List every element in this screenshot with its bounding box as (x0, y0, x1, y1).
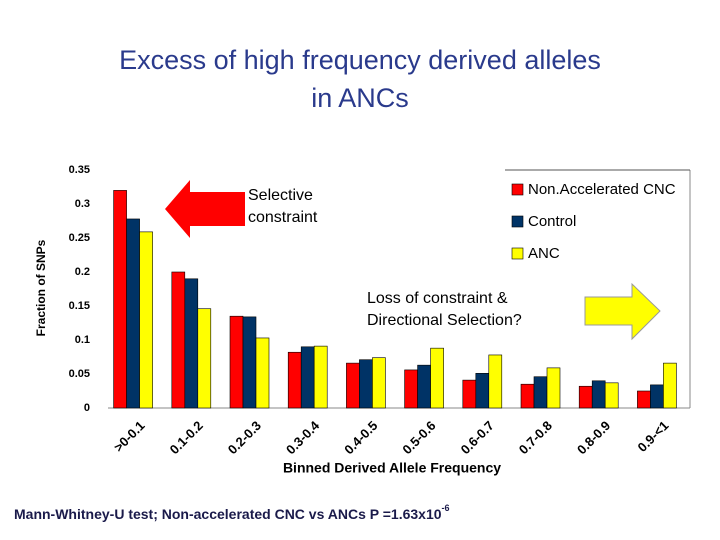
bar (139, 231, 153, 409)
bar (488, 354, 503, 409)
y-tick-label: 0.3 (75, 198, 90, 210)
x-tick-label: 0.2-0.3 (225, 418, 264, 457)
bar (113, 190, 127, 409)
annotation: Loss of constraint & (367, 290, 508, 307)
y-axis-label: Fraction of SNPs (34, 239, 48, 336)
x-tick-label: 0.3-0.4 (283, 417, 323, 457)
bar (184, 278, 199, 409)
y-tick-label: 0.05 (69, 368, 90, 380)
annotation: Selective (248, 187, 313, 204)
y-tick-label: 0.1 (75, 334, 90, 346)
y-tick-label: 0.35 (69, 164, 90, 176)
bar (372, 357, 386, 409)
bar (255, 337, 270, 409)
legend-swatch (511, 247, 524, 260)
y-tick-label: 0.15 (69, 300, 90, 312)
bar (462, 379, 477, 409)
bar (404, 369, 418, 409)
x-tick-label: 0.6-0.7 (458, 418, 497, 457)
y-tick-label: 0 (84, 402, 90, 414)
bar (229, 315, 244, 409)
x-tick-label: 0.1-0.2 (167, 418, 206, 457)
bar (126, 218, 140, 409)
bar (546, 367, 561, 409)
bar (520, 383, 535, 409)
y-tick-label: 0.2 (75, 266, 90, 278)
x-tick-label: 0.9-<1 (635, 418, 672, 455)
bar (313, 345, 328, 409)
right-arrow (584, 282, 661, 341)
x-axis-label: Binned Derived Allele Frequency (283, 460, 501, 476)
x-tick-label: >0-0.1 (111, 418, 148, 455)
bar (417, 364, 431, 409)
legend-label: Control (528, 213, 576, 230)
bar (475, 373, 490, 409)
footnote-text: Mann-Whitney-U test; Non-accelerated CNC… (14, 506, 442, 522)
y-tick-label: 0.25 (69, 232, 90, 244)
bar (591, 380, 606, 409)
footnote-superscript: -6 (442, 503, 450, 513)
bar (604, 382, 619, 409)
bar (242, 316, 257, 409)
left-arrow (165, 180, 245, 238)
bar (171, 271, 186, 409)
legend-label: ANC (528, 245, 560, 262)
bar (287, 351, 302, 409)
bar (637, 390, 651, 409)
title-line: Excess of high frequency derived alleles (119, 45, 601, 75)
annotation: constraint (248, 209, 318, 226)
bar (346, 362, 360, 409)
bar (300, 346, 315, 409)
legend-swatch (511, 215, 524, 228)
title-line: in ANCs (311, 83, 409, 113)
bar (578, 385, 593, 409)
bar (533, 376, 548, 409)
x-tick-label: 0.5-0.6 (399, 418, 438, 457)
bar (197, 308, 212, 409)
bar (663, 362, 677, 409)
bar (430, 347, 444, 409)
x-tick-label: 0.4-0.5 (341, 418, 380, 457)
legend-label: Non.Accelerated CNC (528, 181, 676, 198)
annotation: Directional Selection? (367, 312, 522, 329)
bar (650, 384, 664, 409)
legend-swatch (511, 183, 524, 196)
x-tick-label: 0.7-0.8 (516, 418, 555, 457)
footnote: Mann-Whitney-U test; Non-accelerated CNC… (14, 503, 450, 521)
x-tick-label: 0.8-0.9 (574, 418, 613, 457)
bar (359, 359, 373, 409)
